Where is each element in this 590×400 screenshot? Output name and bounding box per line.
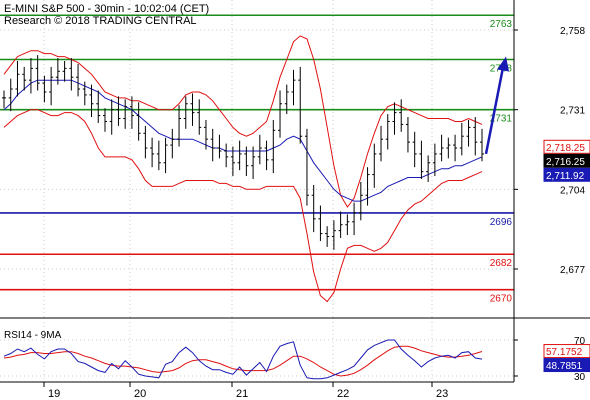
price-axis-label: 2,677	[560, 265, 585, 276]
moving-average-line	[3, 79, 483, 202]
price-tags: 2,718.25 2,716.25 2,711.92 57.1752 48.7851	[543, 139, 590, 373]
price-tag-label: 2,718.25	[546, 143, 585, 154]
x-axis-label: 20	[134, 388, 146, 400]
projection	[484, 56, 509, 155]
copyright-text: Research © 2018 TRADING CENTRAL	[4, 15, 197, 27]
price-axis-label: 2,704	[560, 185, 585, 196]
rsi-axis-label: 70	[574, 336, 586, 347]
projection-arrow-line	[484, 67, 505, 155]
price-tag-label: 48.7851	[546, 361, 583, 372]
y-axis-ticks: 2,758 2,731 2,704 2,677 70 30	[514, 26, 586, 383]
price-tag-label: 2,716.25	[546, 157, 585, 168]
projection-arrow-head	[497, 56, 509, 72]
price-tag-label: 57.1752	[546, 347, 583, 358]
level-label: 2682	[490, 258, 513, 269]
price-tag-label: 2,711.92	[546, 171, 585, 182]
candles	[2, 55, 484, 250]
price-axis-label: 2,758	[560, 26, 585, 37]
price-tag-box	[543, 153, 590, 168]
price-tag-box	[543, 167, 590, 182]
level-label: 2763	[490, 19, 513, 30]
bollinger-lower-line	[3, 109, 483, 303]
x-axis-label: 22	[337, 388, 349, 400]
price-tag-box	[543, 139, 590, 154]
level-label: 2696	[490, 217, 513, 228]
chart-title: E-MINI S&P 500 - 30min - 10:02:04 (CET)	[4, 3, 209, 15]
main-grid	[0, 0, 514, 318]
x-axis-day-labels: 19 20 21 22 23	[43, 382, 448, 400]
rsi-panel	[0, 339, 514, 380]
price-tag-box	[543, 358, 590, 373]
rsi-title: RSI14 - 9MA	[4, 330, 62, 341]
rsi-axis-label: 30	[574, 372, 586, 383]
axes	[0, 0, 590, 383]
level-label: 2731	[490, 114, 513, 125]
rsi-grid	[43, 318, 433, 382]
bollinger-bands	[3, 35, 483, 303]
x-axis-label: 23	[436, 388, 448, 400]
price-axis-label: 2,731	[560, 106, 585, 117]
rsi-line	[3, 339, 483, 380]
bollinger-upper-line	[3, 35, 483, 208]
x-axis-label: 19	[48, 388, 60, 400]
level-label: 2670	[490, 294, 513, 305]
header: E-MINI S&P 500 - 30min - 10:02:04 (CET) …	[4, 3, 209, 27]
moving-average	[3, 79, 483, 202]
price-tag-box	[543, 344, 590, 359]
x-axis-label: 21	[236, 388, 248, 400]
rsi-ma-line	[3, 345, 483, 377]
horizontal-levels: 276327482731269626822670	[0, 14, 514, 305]
